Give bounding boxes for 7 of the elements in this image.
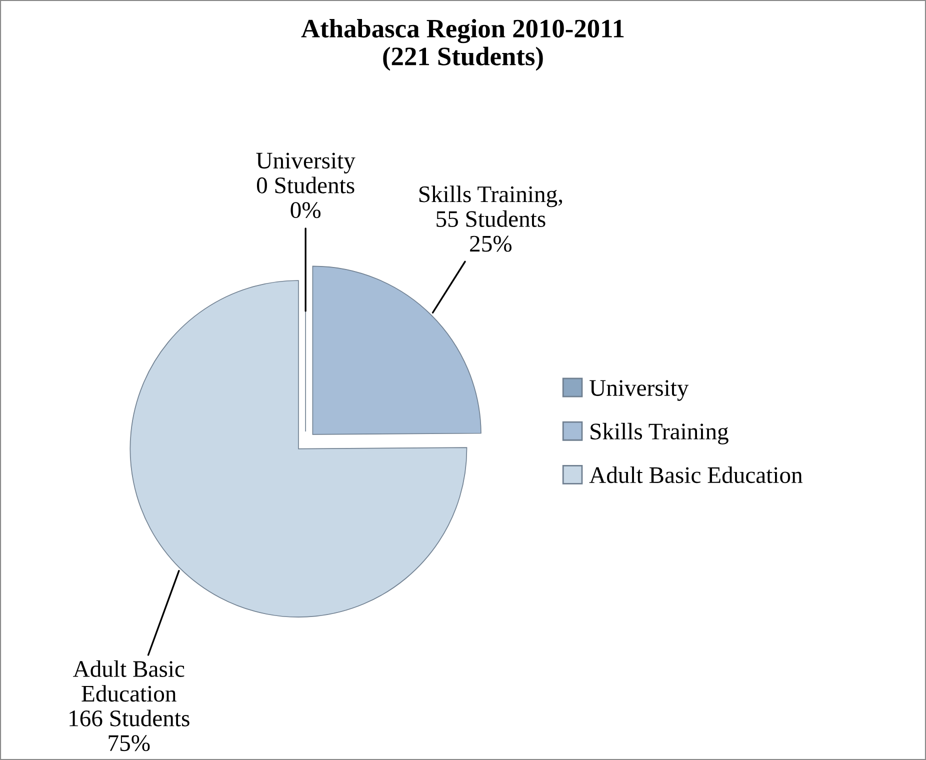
- legend-label: University: [590, 380, 689, 401]
- chart-title: Athabasca Region 2010-2011 (221 Students): [301, 19, 624, 71]
- data-label: Skills Training, 55 Students 25%: [419, 186, 562, 252]
- text: University 0 Students 0%: [256, 152, 356, 218]
- legend-label: Adult Basic Education: [589, 466, 802, 484]
- legend-label: Skills Training: [590, 422, 728, 444]
- data-label: Adult Basic Education 166 Students 75%: [70, 660, 190, 752]
